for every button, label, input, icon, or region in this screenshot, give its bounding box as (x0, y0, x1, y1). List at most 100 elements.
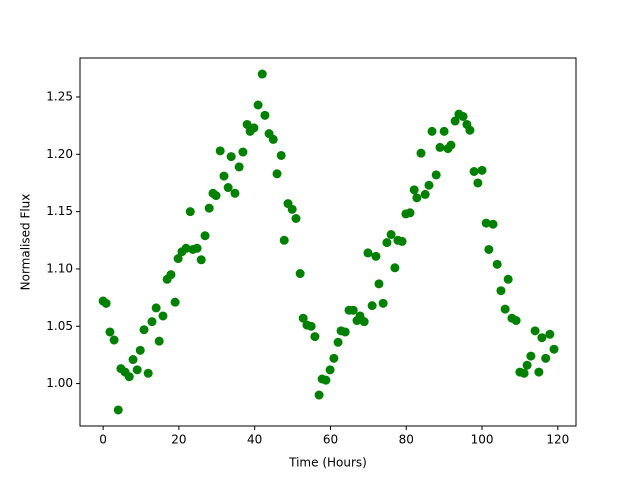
point (374, 279, 384, 289)
point (105, 327, 115, 337)
point (446, 140, 456, 150)
x-tick-label: 80 (399, 433, 414, 447)
point (359, 317, 369, 327)
point (484, 244, 494, 254)
point (481, 218, 491, 228)
point (154, 336, 164, 346)
point (530, 326, 540, 336)
point (196, 255, 206, 265)
point (424, 180, 434, 190)
point (287, 204, 297, 214)
point (204, 203, 214, 213)
point (469, 166, 479, 176)
point (492, 259, 502, 269)
y-tick-label: 1.20 (46, 147, 73, 161)
point (435, 142, 445, 152)
axes-frame (79, 57, 577, 427)
point (192, 243, 202, 253)
point (124, 372, 134, 382)
point (211, 191, 221, 201)
point (541, 353, 551, 363)
point (500, 304, 510, 314)
point (132, 365, 142, 375)
point (113, 405, 123, 415)
point (397, 236, 407, 246)
point (310, 332, 320, 342)
point (511, 316, 521, 326)
point (242, 119, 252, 129)
point (135, 345, 145, 355)
point (545, 329, 555, 339)
point (234, 162, 244, 172)
point (450, 116, 460, 126)
point (340, 327, 350, 337)
point (253, 100, 263, 110)
point (537, 333, 547, 343)
point (257, 69, 267, 79)
point (371, 251, 381, 261)
point (348, 305, 358, 315)
point (314, 390, 324, 400)
point (386, 230, 396, 240)
y-tick-label: 1.10 (46, 261, 73, 275)
y-tick-label: 1.15 (46, 204, 73, 218)
point (367, 301, 377, 311)
point (549, 344, 559, 354)
point (272, 169, 282, 179)
point (503, 274, 513, 284)
point (363, 248, 373, 258)
point (173, 254, 183, 264)
point (496, 286, 506, 296)
point (158, 311, 168, 321)
y-axis-label: Normalised Flux (19, 194, 33, 291)
x-tick-label: 20 (171, 433, 186, 447)
point (412, 193, 422, 203)
point (200, 231, 210, 241)
point (325, 365, 335, 375)
point (279, 235, 289, 245)
point (427, 126, 437, 136)
y-tick-label: 1.05 (46, 319, 73, 333)
point (458, 111, 468, 121)
point (143, 368, 153, 378)
point (219, 171, 229, 181)
point (378, 298, 388, 308)
point (526, 351, 536, 361)
point (295, 269, 305, 279)
x-tick-label: 40 (247, 433, 262, 447)
point (522, 360, 532, 370)
x-tick-label: 0 (99, 433, 107, 447)
point (276, 150, 286, 160)
point (321, 375, 331, 385)
point (329, 353, 339, 363)
point (109, 335, 119, 345)
point (226, 152, 236, 162)
point (215, 146, 225, 156)
point (260, 110, 270, 120)
point (382, 238, 392, 248)
x-tick-label: 100 (471, 433, 494, 447)
point (268, 134, 278, 144)
point (409, 185, 419, 195)
point (333, 337, 343, 347)
point (291, 213, 301, 223)
point (534, 367, 544, 377)
y-tick-label: 1.25 (46, 89, 73, 103)
point (405, 208, 415, 218)
point (249, 123, 259, 133)
point (139, 325, 149, 335)
point (488, 219, 498, 229)
x-axis-label: Time (Hours) (288, 456, 367, 470)
point (181, 243, 191, 253)
point (230, 188, 240, 198)
point (151, 303, 161, 313)
point (477, 165, 487, 175)
point (101, 298, 111, 308)
point (416, 148, 426, 158)
x-tick-label: 60 (323, 433, 338, 447)
point (439, 126, 449, 136)
point (147, 317, 157, 327)
point (170, 297, 180, 307)
point (390, 263, 400, 273)
